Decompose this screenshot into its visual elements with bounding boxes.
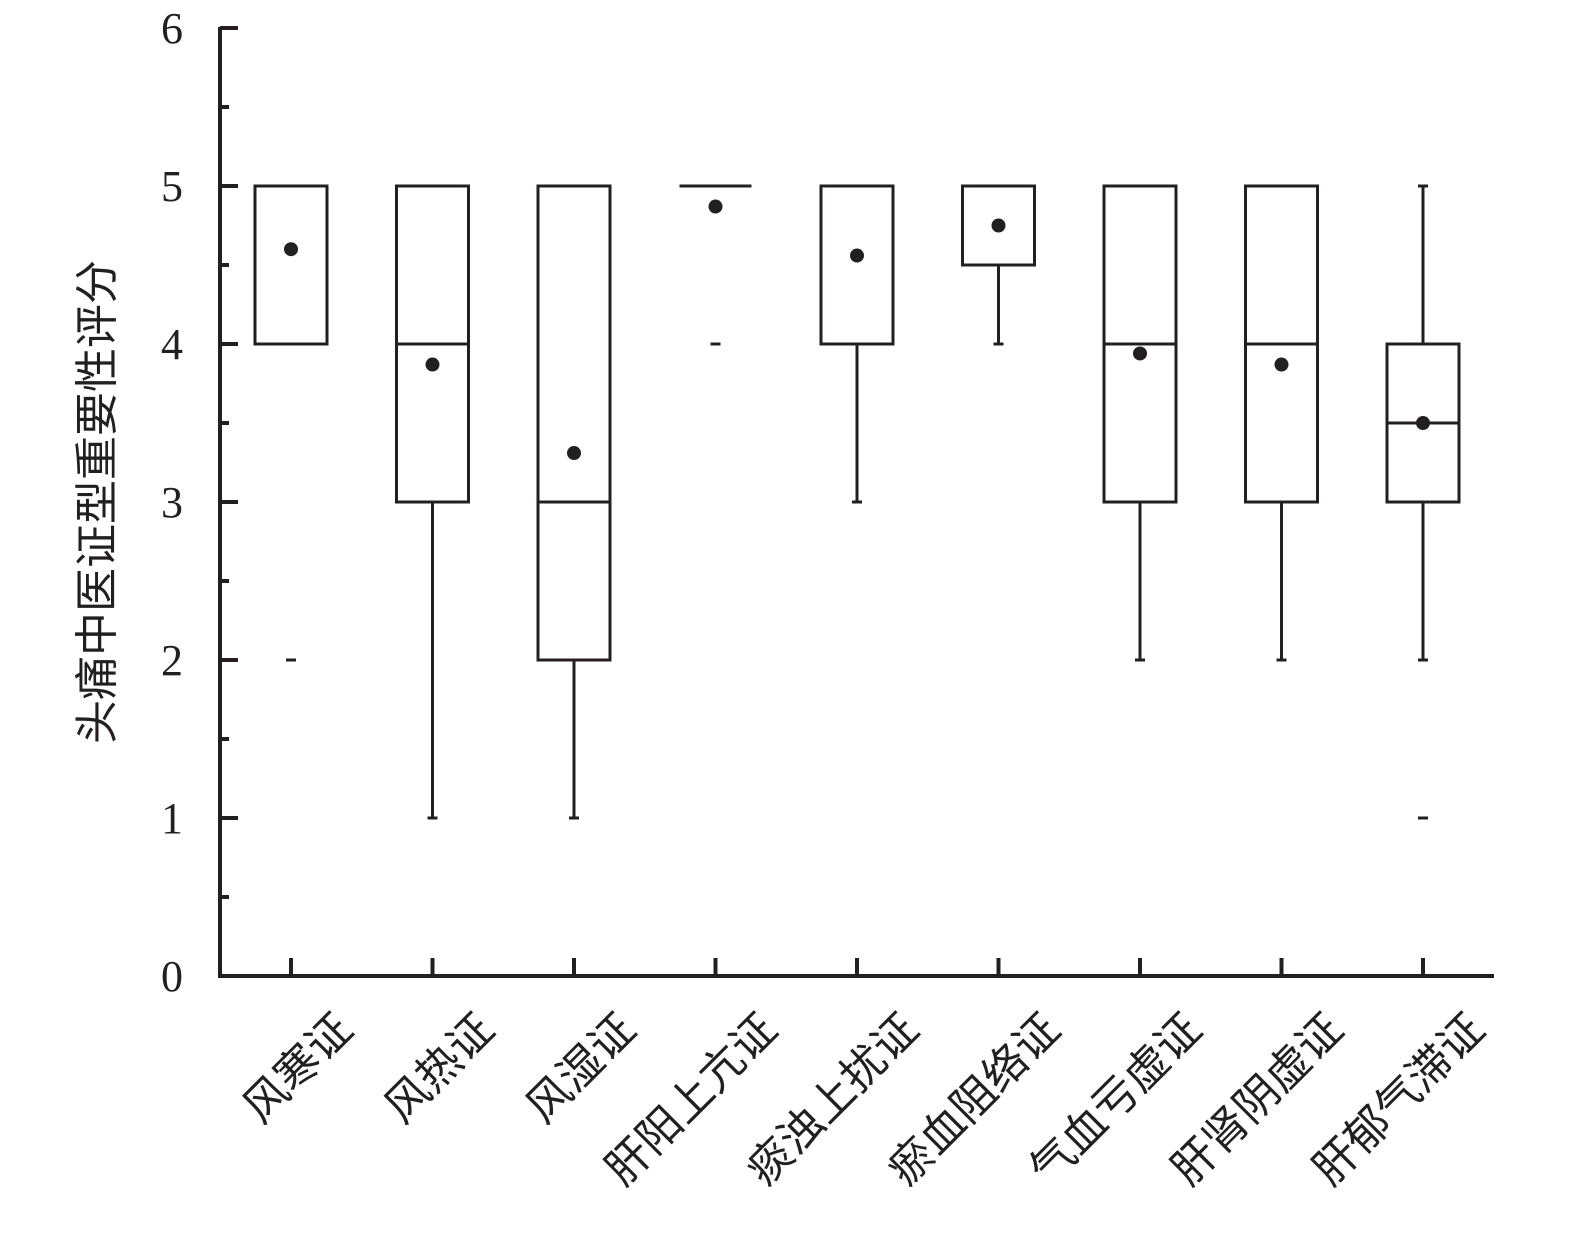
x-tick-label: 风湿证: [516, 1004, 645, 1133]
y-tick-label: 1: [161, 794, 183, 843]
mean-marker: [1274, 357, 1289, 372]
y-tick-label: 4: [161, 320, 183, 369]
box-group: [253, 184, 329, 662]
box-group: [819, 184, 895, 504]
box-group: [1385, 184, 1461, 820]
x-tick-label: 风寒证: [233, 1004, 362, 1133]
box-group: [1102, 184, 1178, 662]
y-tick-label: 0: [161, 952, 183, 1001]
box-group: [536, 184, 612, 820]
mean-marker: [850, 248, 864, 263]
box-body: [819, 184, 895, 346]
y-tick-label: 6: [161, 4, 183, 53]
mean-marker: [567, 446, 581, 461]
y-tick-label: 2: [161, 636, 183, 685]
mean-marker: [284, 242, 298, 257]
mean-marker: [1416, 416, 1430, 430]
mean-marker: [991, 218, 1006, 233]
box-group: [1244, 184, 1319, 662]
x-tick-label: 风热证: [375, 1004, 504, 1133]
y-tick-label: 3: [161, 478, 183, 527]
mean-marker: [1133, 346, 1147, 361]
y-axis-title: 头痛中医证型重要性评分: [72, 260, 123, 744]
box-group: [679, 184, 752, 346]
box-body: [253, 184, 329, 346]
mean-marker: [425, 357, 440, 372]
box-group: [961, 184, 1036, 346]
boxes-layer: [253, 184, 1461, 820]
y-axis-title-group: 头痛中医证型重要性评分: [72, 260, 123, 744]
box-group: [395, 184, 470, 820]
mean-marker: [708, 199, 723, 214]
box-body: [536, 184, 612, 662]
y-tick-label: 5: [161, 162, 183, 211]
